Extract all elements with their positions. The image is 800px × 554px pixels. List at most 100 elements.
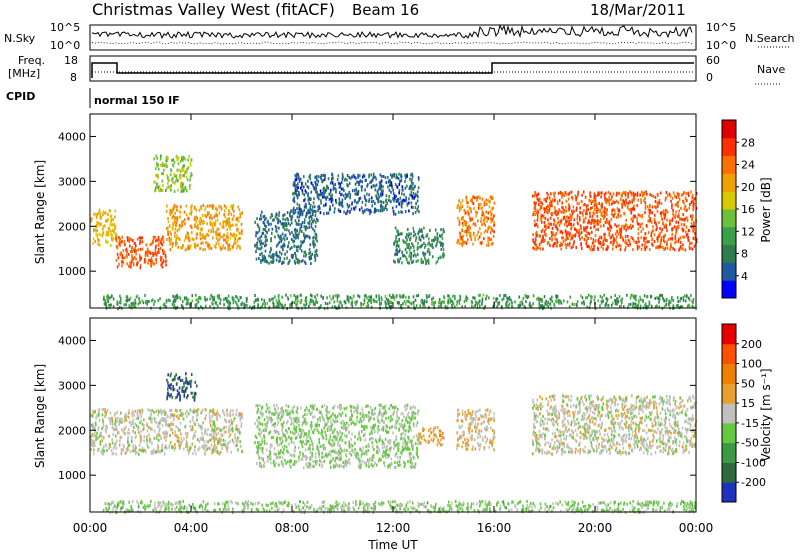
nsky-line	[91, 24, 693, 40]
power-colorbar-segment	[722, 120, 736, 139]
power-colorbar-segment	[722, 226, 736, 246]
beam-label: Beam 16	[352, 1, 419, 19]
velocity-region-2	[254, 403, 420, 470]
nsky-panel-frame	[89, 24, 697, 51]
velocity-ytick-label: 2000	[58, 424, 86, 437]
power-colorbar-segment	[722, 191, 736, 210]
power-region-9	[103, 293, 697, 311]
x-tick-label: 16:00	[477, 521, 512, 535]
velocity-ytick-label: 3000	[58, 379, 86, 392]
velocity-data	[90, 372, 697, 515]
freq-unit-label: [MHz]	[8, 67, 40, 80]
velocity-colorbar-tick-label: -15	[741, 417, 759, 430]
freq-trace	[91, 62, 694, 78]
velocity-region-5	[532, 394, 697, 456]
nsearch-tick-top: 10^5	[706, 21, 736, 34]
power-ytick-label: 1000	[58, 265, 86, 278]
power-ylabel: Slant Range [km]	[33, 160, 47, 264]
nsearch-label: N.Search	[745, 32, 795, 45]
power-colorbar-tick-label: 8	[741, 248, 748, 261]
nave-tick-top: 60	[706, 54, 720, 67]
power-region-1	[115, 235, 168, 270]
x-axis-label: Time UT	[367, 538, 418, 552]
nsearch-tick-bottom: 10^0	[706, 39, 736, 52]
power-colorbar-tick-label: 4	[741, 270, 748, 283]
velocity-colorbar-tick-label: 15	[741, 397, 755, 410]
velocity-colorbar-segment	[722, 442, 736, 463]
x-tick-label: 00:00	[679, 521, 714, 535]
power-region-5	[292, 172, 420, 216]
freq-tick-bottom: 8	[70, 71, 77, 84]
velocity-region-1	[166, 372, 198, 402]
power-ytick-label: 2000	[58, 220, 86, 233]
power-colorbar-segment	[722, 209, 736, 228]
nsky-label: N.Sky	[4, 32, 36, 45]
velocity-colorbar-tick-label: 100	[741, 358, 762, 371]
velocity-colorbar: 200 100 50 15 -15 -50 -100 -200	[721, 323, 766, 503]
x-tick-label: 00:00	[73, 521, 108, 535]
x-tick-label: 20:00	[578, 521, 613, 535]
freq-line	[91, 62, 694, 78]
velocity-colorbar-tick-label: 200	[741, 338, 762, 351]
velocity-colorbar-segment	[722, 343, 736, 365]
power-colorbar-label: Power [dB]	[759, 177, 773, 242]
x-tick-labels: 00:00 04:00 08:00 12:00 16:00 20:00 00:00	[73, 521, 714, 535]
cpid-value: normal 150 IF	[94, 94, 180, 107]
velocity-colorbar-segment	[722, 363, 736, 384]
power-colorbar-segment	[722, 137, 736, 157]
freq-panel-frame	[89, 55, 697, 82]
freq-tick-top: 18	[64, 54, 78, 67]
cpid-label: CPID	[6, 90, 35, 103]
date-label: 18/Mar/2011	[590, 1, 686, 19]
velocity-colorbar-tick-label: -100	[741, 456, 766, 469]
power-ytick-label: 4000	[58, 130, 86, 143]
velocity-axes: 1000 2000 3000 4000	[58, 318, 697, 512]
velocity-colorbar-segment	[722, 403, 736, 424]
velocity-colorbar-segment	[722, 324, 736, 345]
power-axes: 1000 2000 3000 4000	[58, 114, 697, 308]
nsky-trace	[91, 24, 693, 45]
velocity-colorbar-tick-label: -50	[741, 437, 759, 450]
power-colorbar-segment	[722, 244, 736, 263]
velocity-region-3	[418, 425, 445, 447]
nave-label: Nave	[757, 63, 785, 76]
power-region-3	[153, 154, 193, 193]
power-region-8	[531, 190, 698, 252]
x-tick-label: 04:00	[174, 521, 209, 535]
velocity-colorbar-segment	[722, 422, 736, 444]
velocity-colorbar-frame	[721, 323, 737, 503]
velocity-region-0	[90, 407, 244, 456]
velocity-colorbar-segment	[722, 462, 736, 483]
power-colorbar-segment	[722, 280, 736, 299]
nsearch-line	[91, 41, 693, 45]
velocity-colorbar-tick-label: -200	[741, 476, 766, 489]
velocity-colorbar-segment	[722, 383, 736, 404]
power-ytick-label: 3000	[58, 175, 86, 188]
power-region-0	[90, 208, 117, 248]
velocity-ytick-label: 4000	[58, 334, 86, 347]
power-colorbar-tick-label: 20	[741, 181, 755, 194]
velocity-colorbar-label: Velocity [m s⁻¹]	[759, 368, 773, 461]
velocity-ytick-label: 1000	[58, 469, 86, 482]
power-region-2	[165, 203, 243, 252]
nsky-tick-bottom: 10^0	[50, 39, 80, 52]
x-tick-label: 12:00	[376, 521, 411, 535]
velocity-region-4	[456, 408, 496, 452]
freq-label: Freq.	[18, 54, 45, 67]
power-colorbar: 28 24 20 16 12 8 4	[721, 119, 755, 299]
power-region-4	[254, 208, 319, 266]
plot-title: Christmas Valley West (fitACF)	[92, 0, 335, 19]
x-tick-label: 08:00	[275, 521, 310, 535]
power-region-7	[456, 195, 496, 247]
power-data	[90, 154, 698, 311]
nave-tick-bottom: 0	[706, 71, 713, 84]
power-colorbar-tick-label: 24	[741, 159, 755, 172]
power-region-6	[393, 226, 445, 265]
power-colorbar-segment	[722, 262, 736, 281]
velocity-colorbar-segment	[722, 482, 736, 503]
power-colorbar-tick-label: 28	[741, 136, 755, 149]
nsky-tick-top: 10^5	[50, 21, 80, 34]
velocity-ylabel: Slant Range [km]	[33, 364, 47, 468]
power-colorbar-segment	[722, 155, 736, 174]
